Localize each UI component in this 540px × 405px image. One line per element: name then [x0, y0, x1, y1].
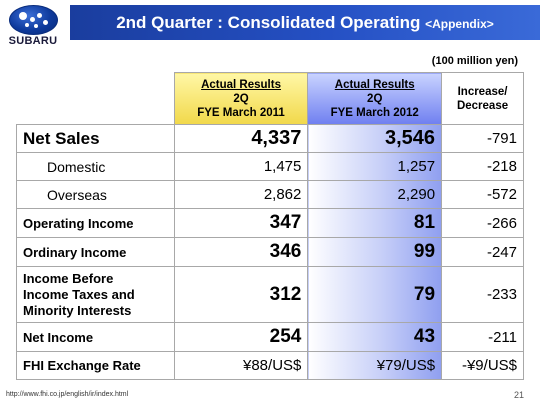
value-2012: 2,290 [307, 180, 443, 209]
unit-note: (100 million yen) [431, 55, 518, 67]
table-row-domestic: Domestic 1,475 1,257 -218 [16, 152, 524, 181]
page-title-appendix: <Appendix> [425, 17, 494, 31]
value-change: -218 [441, 152, 524, 181]
value-change: -791 [441, 124, 524, 153]
header-corner [16, 72, 175, 125]
row-label: Domestic [16, 152, 175, 181]
value-2011: 346 [173, 237, 309, 267]
header-change-line2: Decrease [456, 99, 509, 112]
value-2012: 99 [307, 237, 443, 267]
table-row-ordinary-income: Ordinary Income 346 99 -247 [16, 237, 524, 267]
header-increase-decrease: Increase/ Decrease [441, 72, 524, 125]
value-2011: ¥88/US$ [173, 351, 309, 380]
page-title: 2nd Quarter : Consolidated Operating <Ap… [70, 5, 540, 40]
header-2011-line3: FYE March 2011 [197, 106, 285, 119]
value-2012: 1,257 [307, 152, 443, 181]
page-number: 21 [513, 390, 524, 400]
value-2011: 2,862 [173, 180, 309, 209]
value-change: -247 [441, 237, 524, 267]
table-header-row: Actual Results 2Q FYE March 2011 Actual … [16, 72, 524, 125]
row-label: Net Sales [16, 124, 175, 153]
header-2011-line1: Actual Results [201, 78, 281, 91]
header-fye-2012: Actual Results 2Q FYE March 2012 [307, 72, 443, 125]
header-2011-line2: 2Q [233, 92, 249, 105]
row-label: FHI Exchange Rate [16, 351, 175, 380]
header-2012-line3: FYE March 2012 [330, 106, 419, 119]
footer-url: http://www.fhi.co.jp/english/ir/index.ht… [6, 391, 129, 398]
value-change: -211 [441, 322, 524, 352]
value-2011: 254 [173, 322, 309, 352]
row-label: Operating Income [16, 208, 175, 238]
row-label-line1: Income Before [23, 270, 114, 286]
value-2012: 3,546 [307, 124, 443, 153]
value-change: -572 [441, 180, 524, 209]
value-2011: 4,337 [173, 124, 309, 153]
value-change: -266 [441, 208, 524, 238]
table-row-net-income: Net Income 254 43 -211 [16, 322, 524, 352]
row-label: Net Income [16, 322, 175, 352]
row-label: Ordinary Income [16, 237, 175, 267]
value-2012: 81 [307, 208, 443, 238]
title-banner: 2nd Quarter : Consolidated Operating <Ap… [70, 5, 540, 40]
header-change-line1: Increase/ [457, 85, 508, 98]
header-fye-2011: Actual Results 2Q FYE March 2011 [173, 72, 309, 125]
value-change: -¥9/US$ [441, 351, 524, 380]
value-2012: 79 [307, 266, 443, 323]
value-2011: 1,475 [173, 152, 309, 181]
row-label-line2: Income Taxes and [23, 286, 135, 302]
row-label: Overseas [16, 180, 175, 209]
subaru-pleiades-logo-icon [9, 5, 58, 35]
table-row-operating-income: Operating Income 347 81 -266 [16, 208, 524, 238]
value-change: -233 [441, 266, 524, 323]
value-2011: 312 [173, 266, 309, 323]
table-row-net-sales: Net Sales 4,337 3,546 -791 [16, 124, 524, 153]
row-label-line3: Minority Interests [23, 302, 132, 318]
results-table: Actual Results 2Q FYE March 2011 Actual … [16, 72, 524, 380]
value-2011: 347 [173, 208, 309, 238]
brand-name: SUBARU [8, 35, 58, 47]
header-2012-line2: 2Q [367, 92, 383, 105]
brand-logo: SUBARU [0, 0, 66, 52]
page-title-main: 2nd Quarter : Consolidated Operating [116, 13, 421, 32]
value-2012: 43 [307, 322, 443, 352]
value-2012: ¥79/US$ [307, 351, 443, 380]
table-row-exchange-rate: FHI Exchange Rate ¥88/US$ ¥79/US$ -¥9/US… [16, 351, 524, 380]
header-2012-line1: Actual Results [334, 78, 415, 91]
table-row-income-before-taxes: Income Before Income Taxes and Minority … [16, 266, 524, 323]
table-row-overseas: Overseas 2,862 2,290 -572 [16, 180, 524, 209]
row-label: Income Before Income Taxes and Minority … [16, 266, 175, 323]
